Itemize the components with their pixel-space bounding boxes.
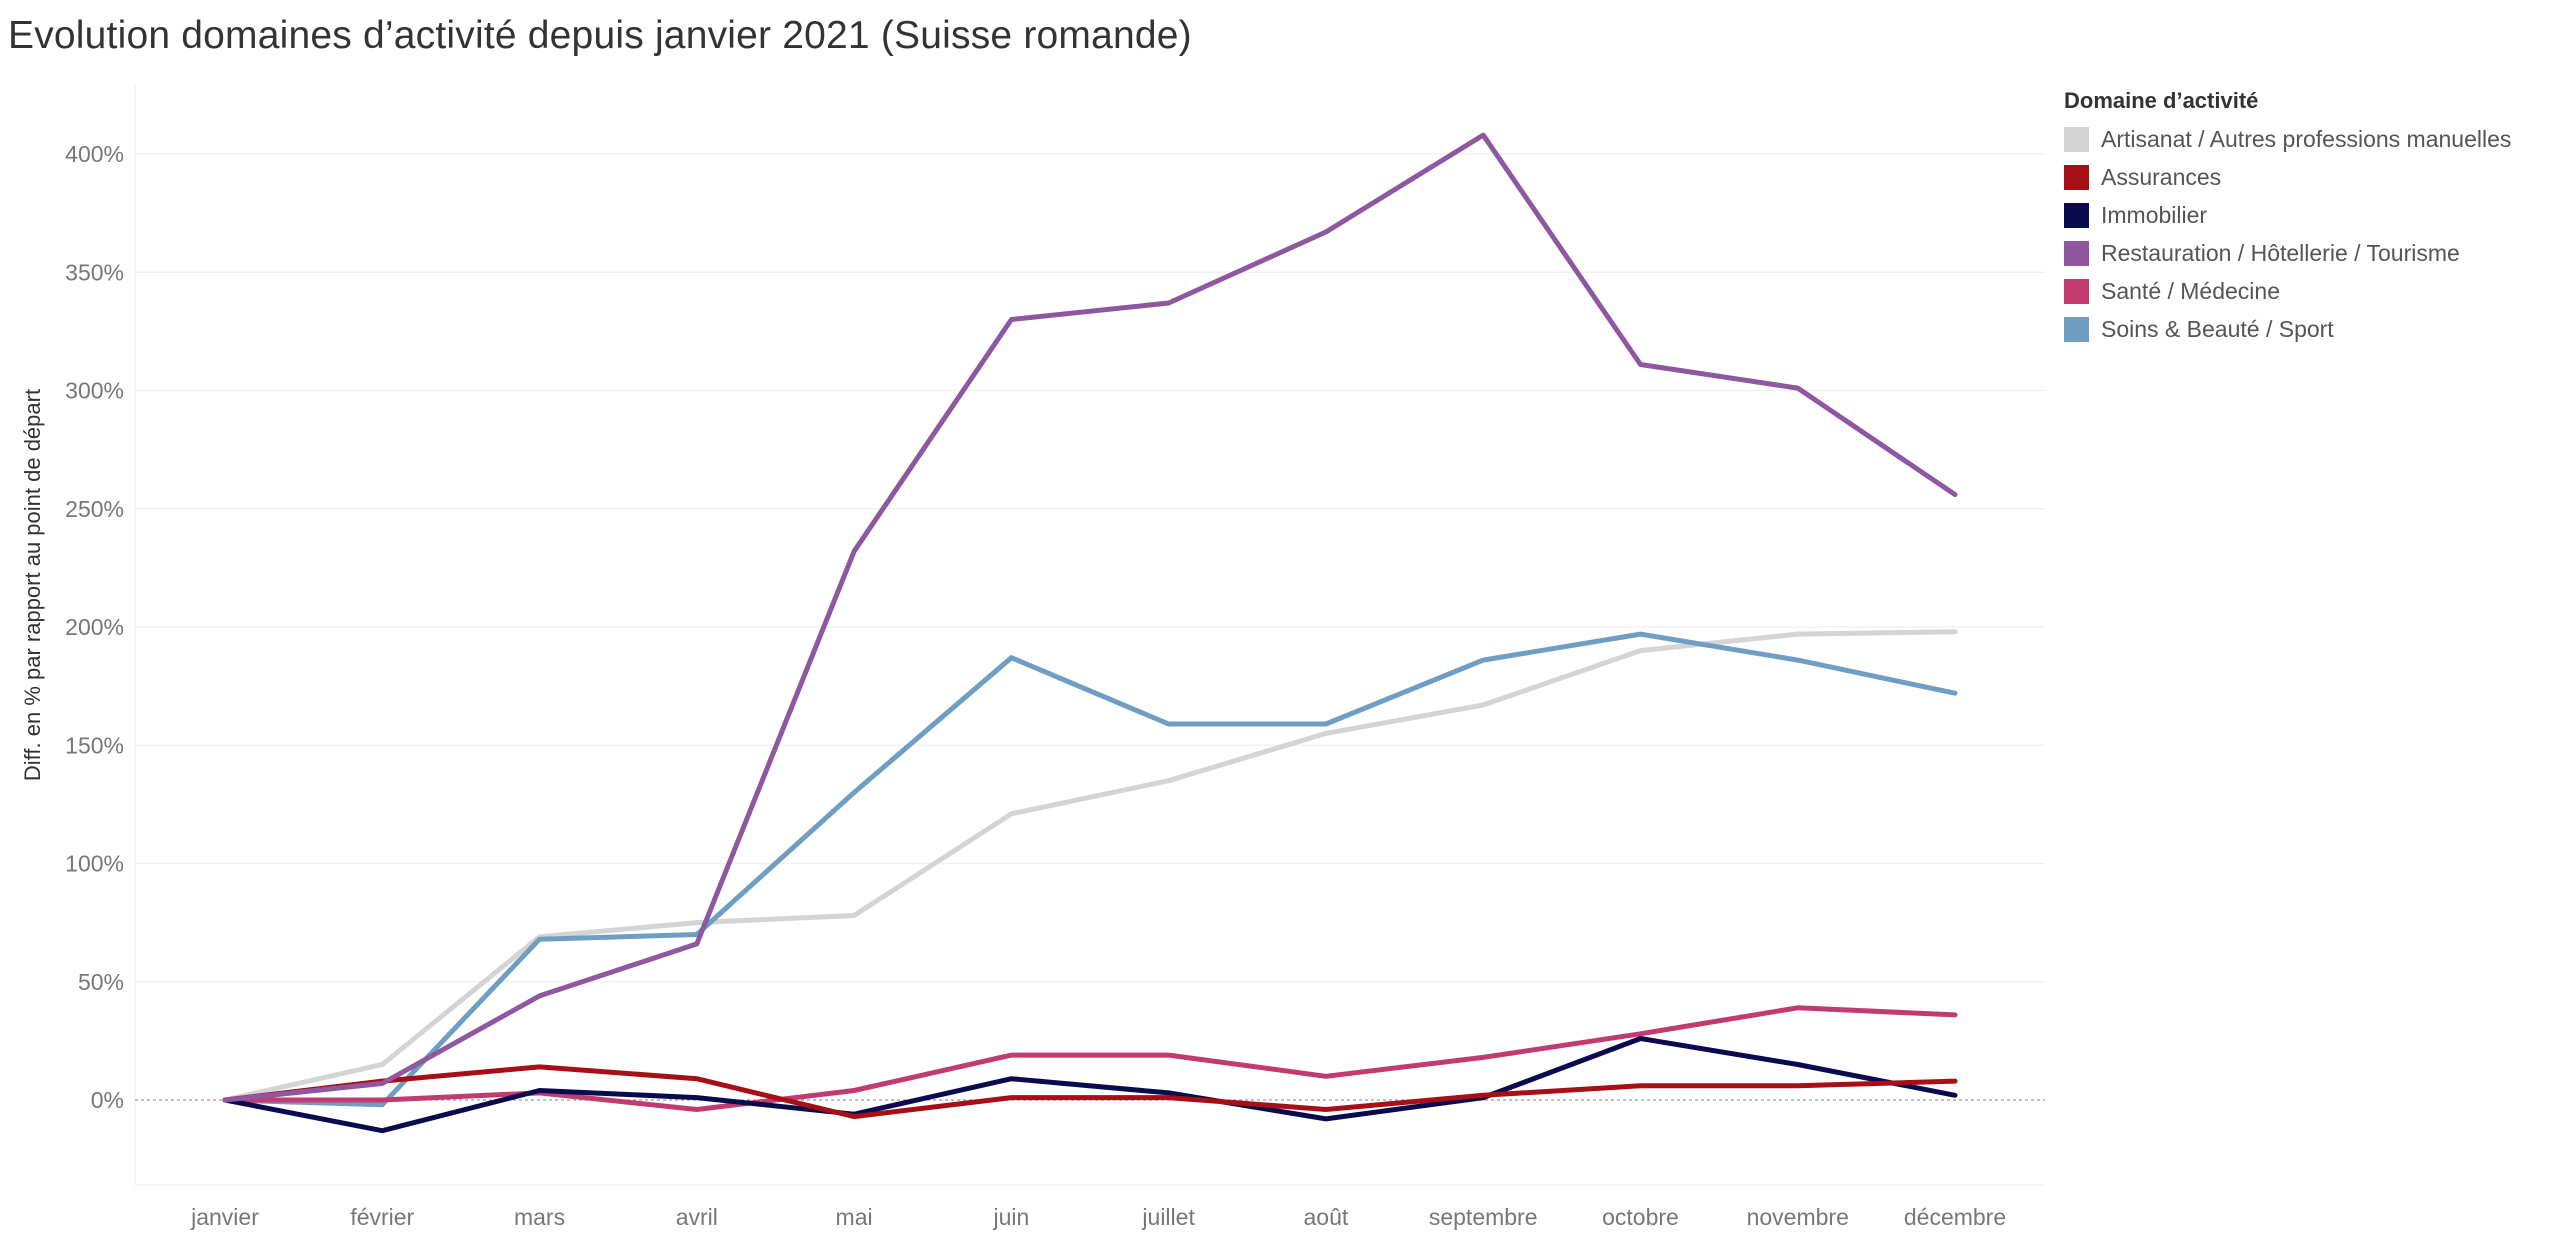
x-tick-label: décembre xyxy=(1904,1204,2006,1230)
legend-label: Assurances xyxy=(2101,163,2222,190)
y-tick-label: 200% xyxy=(65,614,124,640)
series-line[interactable] xyxy=(222,1036,1958,1134)
y-tick-label: 400% xyxy=(65,141,124,167)
x-tick-label: janvier xyxy=(190,1204,259,1230)
x-tick-label: février xyxy=(350,1204,414,1230)
series-line[interactable] xyxy=(222,1005,1958,1112)
legend-title: Domaine d’activité xyxy=(2064,88,2259,113)
legend-swatch xyxy=(2064,316,2089,342)
y-tick-label: 50% xyxy=(78,969,124,995)
legend: Domaine d’activité Artisanat / Autres pr… xyxy=(2064,88,2554,348)
legend-item[interactable]: Artisanat / Autres professions manuelles xyxy=(2064,120,2554,158)
legend-swatch xyxy=(2064,202,2089,228)
legend-label: Soins & Beauté / Sport xyxy=(2101,315,2334,342)
x-tick-label: mai xyxy=(836,1204,873,1230)
legend-swatch xyxy=(2064,240,2089,266)
series-line[interactable] xyxy=(222,1064,1958,1120)
series-lines xyxy=(222,132,1958,1134)
y-tick-label: 350% xyxy=(65,259,124,285)
legend-item[interactable]: Santé / Médecine xyxy=(2064,272,2554,310)
legend-label: Immobilier xyxy=(2101,201,2208,228)
x-tick-label: avril xyxy=(676,1204,718,1230)
x-tick-label: juillet xyxy=(1141,1204,1195,1230)
legend-swatch xyxy=(2064,126,2089,152)
y-tick-label: 100% xyxy=(65,851,124,877)
y-tick-label: 300% xyxy=(65,378,124,404)
legend-swatch xyxy=(2064,278,2089,304)
chart-title: Evolution domaines d’activité depuis jan… xyxy=(8,14,1192,57)
y-tick-label: 250% xyxy=(65,496,124,522)
series-line[interactable] xyxy=(222,629,1958,1103)
x-tick-label: juin xyxy=(992,1204,1029,1230)
axes: 0% 50% 100% 150% 200% 250% 300% 350% 400% janvier… xyxy=(20,141,2006,1230)
legend-item[interactable]: Soins & Beauté / Sport xyxy=(2064,310,2554,348)
legend-label: Santé / Médecine xyxy=(2101,277,2281,304)
grid-lines xyxy=(134,85,2045,1186)
legend-item[interactable]: Assurances xyxy=(2064,158,2554,196)
x-tick-label: novembre xyxy=(1747,1204,1849,1230)
legend-items: Artisanat / Autres professions manuelles… xyxy=(2064,120,2554,348)
series-line[interactable] xyxy=(222,631,1958,1108)
x-tick-label: octobre xyxy=(1602,1204,1679,1230)
y-tick-label: 0% xyxy=(91,1087,124,1113)
legend-item[interactable]: Immobilier xyxy=(2064,196,2554,234)
legend-label: Artisanat / Autres professions manuelles xyxy=(2101,125,2512,152)
legend-label: Restauration / Hôtellerie / Tourisme xyxy=(2101,239,2460,266)
y-tick-label: 150% xyxy=(65,732,124,758)
x-tick-label: mars xyxy=(514,1204,565,1230)
series-line[interactable] xyxy=(222,132,1958,1103)
y-axis-title: Diff. en % par rapport au point de dépar… xyxy=(20,389,45,781)
legend-swatch xyxy=(2064,164,2089,190)
x-tick-label: août xyxy=(1304,1204,1349,1230)
legend-item[interactable]: Restauration / Hôtellerie / Tourisme xyxy=(2064,234,2554,272)
x-tick-label: septembre xyxy=(1429,1204,1538,1230)
